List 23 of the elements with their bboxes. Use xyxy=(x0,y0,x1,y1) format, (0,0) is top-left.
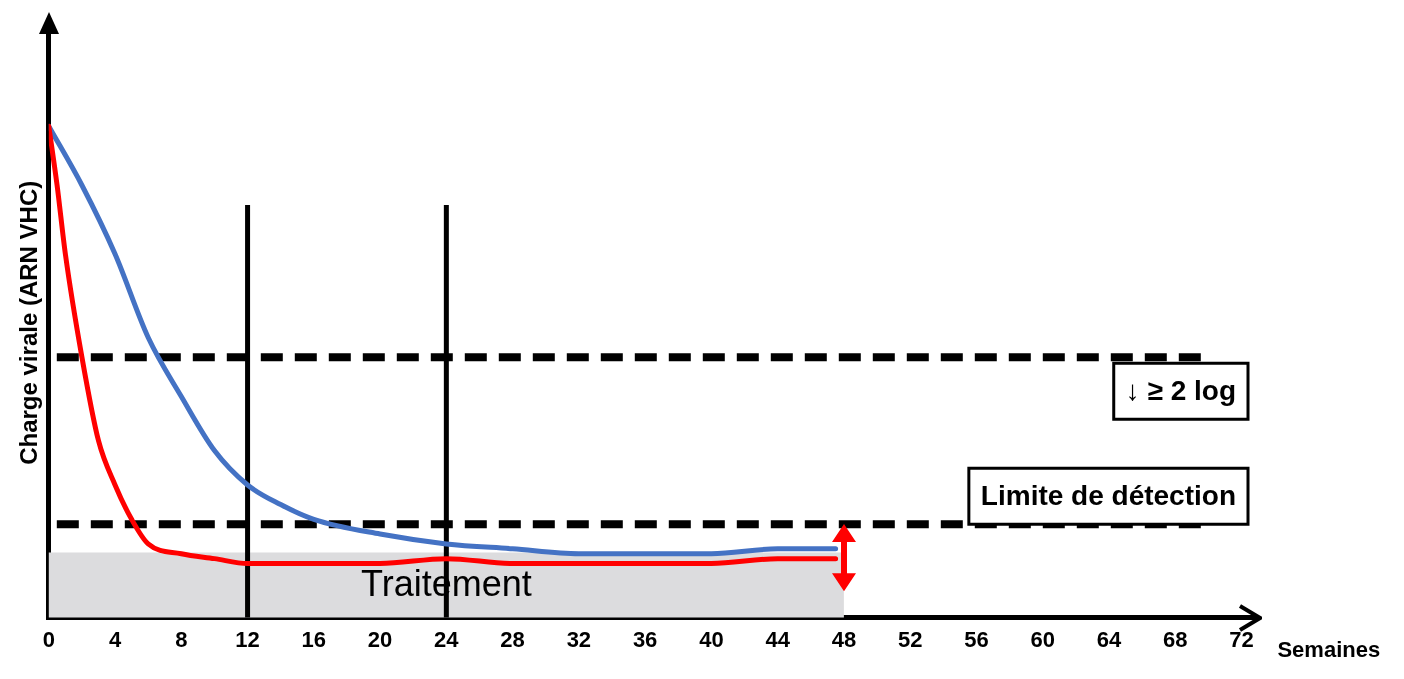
x-tick-label: 40 xyxy=(699,626,724,652)
x-tick-label: 36 xyxy=(632,626,658,652)
ref-line-label: ↓ ≥ 2 log xyxy=(1125,374,1236,406)
x-tick-label: 68 xyxy=(1162,626,1188,652)
x-tick-label: 4 xyxy=(108,626,122,652)
x-tick-label: 24 xyxy=(434,626,460,652)
x-tick-label: 8 xyxy=(175,626,188,652)
x-tick-label: 44 xyxy=(765,626,791,652)
x-tick-label: 48 xyxy=(831,626,857,652)
x-tick-label: 52 xyxy=(897,626,923,652)
x-tick-label: 16 xyxy=(301,626,327,652)
x-tick-label: 20 xyxy=(367,626,393,652)
x-tick-label: 72 xyxy=(1229,626,1254,652)
x-tick-label: 28 xyxy=(500,626,525,652)
x-axis-title: Semaines xyxy=(1277,636,1381,662)
x-tick-label: 12 xyxy=(235,626,260,652)
ref-line-label: Limite de détection xyxy=(980,479,1237,511)
x-tick-label: 56 xyxy=(964,626,989,652)
y-axis-title: Charge virale (ARN VHC) xyxy=(15,180,43,465)
x-tick-label: 60 xyxy=(1030,626,1055,652)
x-tick-label: 0 xyxy=(42,626,55,652)
x-tick-label: 32 xyxy=(566,626,592,652)
x-tick-label: 64 xyxy=(1096,626,1122,652)
